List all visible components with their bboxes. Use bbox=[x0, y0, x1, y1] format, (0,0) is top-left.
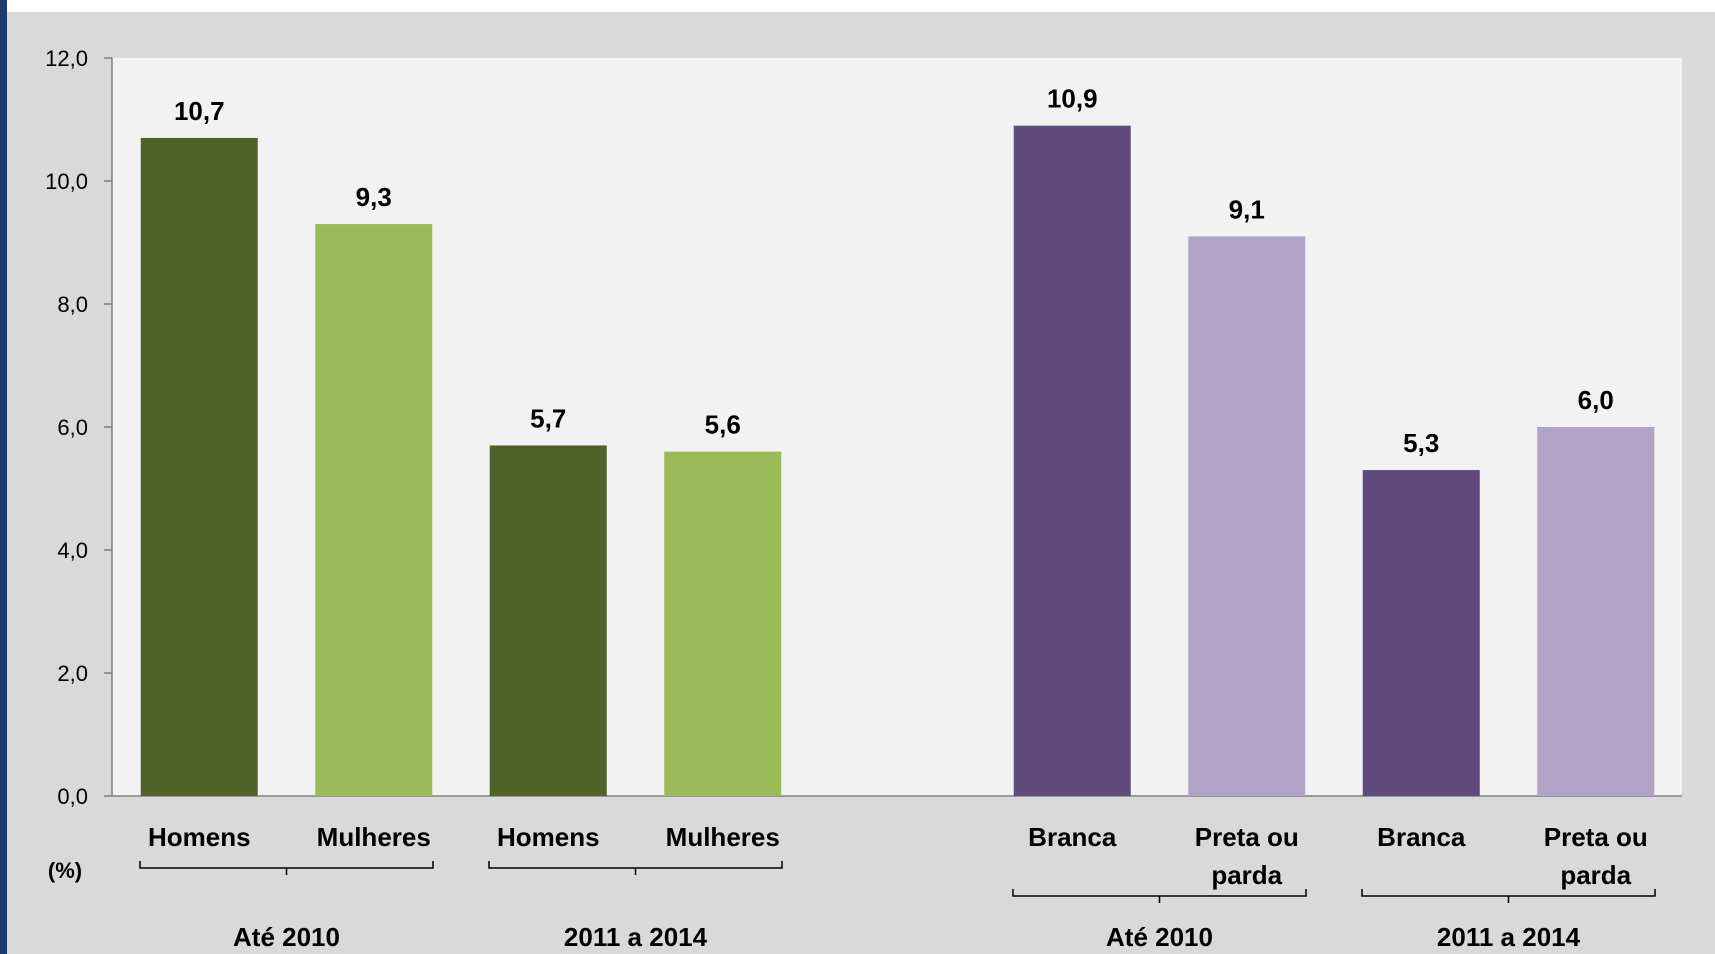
left-border bbox=[0, 0, 7, 954]
header-strip bbox=[0, 0, 1715, 12]
bar bbox=[1013, 125, 1131, 796]
y-tick-label: 6,0 bbox=[57, 415, 88, 440]
y-unit-label: (%) bbox=[48, 858, 82, 883]
bar-value-label: 5,7 bbox=[530, 403, 566, 433]
bar bbox=[1188, 236, 1306, 797]
y-tick-label: 2,0 bbox=[57, 661, 88, 686]
category-label: Preta ou parda bbox=[1195, 822, 1299, 890]
group-label: 2011 a 2014 bbox=[1437, 922, 1581, 952]
category-label: Mulheres bbox=[666, 822, 780, 852]
y-tick-label: 10,0 bbox=[45, 169, 88, 194]
y-tick-label: 0,0 bbox=[57, 784, 88, 809]
bar bbox=[140, 137, 258, 796]
bar bbox=[664, 451, 782, 796]
group-bracket bbox=[488, 861, 783, 875]
bar-value-label: 5,6 bbox=[705, 410, 741, 440]
category-label: Homens bbox=[497, 822, 600, 852]
group-label: 2011 a 2014 bbox=[564, 922, 708, 952]
bar-value-label: 10,9 bbox=[1047, 84, 1098, 114]
bar bbox=[489, 445, 607, 796]
category-label: Preta ou parda bbox=[1544, 822, 1648, 890]
y-tick-label: 8,0 bbox=[57, 292, 88, 317]
bar bbox=[1362, 470, 1480, 796]
y-tick-label: 12,0 bbox=[45, 46, 88, 71]
group-bracket bbox=[139, 861, 434, 875]
category-label: Branca bbox=[1028, 822, 1117, 852]
bar-value-label: 5,3 bbox=[1403, 428, 1439, 458]
group-label: Até 2010 bbox=[233, 922, 340, 952]
bar bbox=[1537, 427, 1655, 796]
category-label: Homens bbox=[148, 822, 251, 852]
group-bracket bbox=[1361, 889, 1656, 903]
bar-value-label: 6,0 bbox=[1578, 385, 1614, 415]
category-label: Branca bbox=[1377, 822, 1466, 852]
bar-value-label: 9,3 bbox=[356, 182, 392, 212]
y-tick-label: 4,0 bbox=[57, 538, 88, 563]
bar bbox=[315, 224, 433, 797]
bar-value-label: 9,1 bbox=[1229, 194, 1265, 224]
group-label: Até 2010 bbox=[1106, 922, 1213, 952]
category-label: Mulheres bbox=[317, 822, 431, 852]
bar-value-label: 10,7 bbox=[174, 96, 225, 126]
group-bracket bbox=[1012, 889, 1307, 903]
